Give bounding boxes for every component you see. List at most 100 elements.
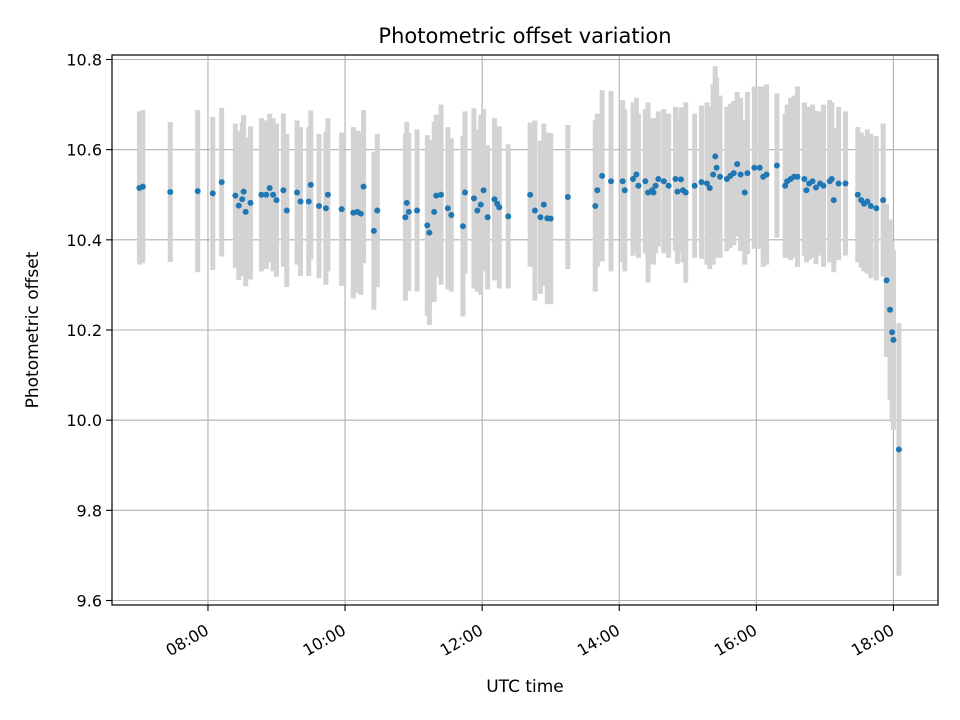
data-point (240, 188, 247, 195)
data-point (305, 198, 312, 205)
data-point (370, 227, 377, 234)
data-point (270, 191, 277, 198)
data-point (713, 164, 720, 171)
data-point (424, 222, 431, 229)
data-point (677, 176, 684, 183)
data-point (652, 182, 659, 189)
data-point (448, 212, 455, 219)
data-point (782, 182, 789, 189)
data-point (266, 184, 273, 191)
y-tick-label: 10.8 (66, 51, 102, 70)
data-point (402, 214, 409, 221)
data-point (809, 178, 816, 185)
data-point (405, 208, 412, 215)
data-point (474, 207, 481, 214)
data-point (283, 207, 290, 214)
data-point (751, 164, 758, 171)
data-point (218, 179, 225, 186)
data-point (691, 182, 698, 189)
data-point (730, 170, 737, 177)
data-point (280, 187, 287, 194)
data-point (830, 197, 837, 204)
data-point (599, 172, 606, 179)
data-point (895, 446, 902, 453)
y-tick-label: 10.4 (66, 231, 102, 250)
y-tick-label: 9.6 (77, 591, 102, 610)
data-point (712, 153, 719, 160)
data-point (801, 175, 808, 182)
data-point (547, 215, 554, 222)
data-point (297, 198, 304, 205)
data-point (737, 171, 744, 178)
data-point (710, 171, 717, 178)
data-point (470, 195, 477, 202)
data-point (139, 183, 146, 190)
data-point (247, 199, 254, 206)
chart-title: Photometric offset variation (378, 24, 671, 48)
data-point (414, 207, 421, 214)
data-point (531, 207, 538, 214)
data-point (426, 229, 433, 236)
data-point (484, 214, 491, 221)
data-point (820, 182, 827, 189)
data-point (741, 189, 748, 196)
data-point (842, 180, 849, 187)
data-point (706, 184, 713, 191)
y-tick-label: 10.2 (66, 321, 102, 340)
data-point (444, 205, 451, 212)
data-point (674, 188, 681, 195)
data-point (258, 191, 265, 198)
data-point (491, 196, 498, 203)
data-point (239, 196, 246, 203)
data-point (812, 184, 819, 191)
data-point (633, 171, 640, 178)
y-tick-label: 9.8 (77, 501, 102, 520)
y-axis: 9.6 9.8 10.0 10.2 10.4 10.6 10.8 (66, 51, 112, 610)
data-point (887, 306, 894, 313)
data-point (263, 191, 270, 198)
data-point (880, 197, 887, 204)
data-point (635, 182, 642, 189)
data-point (763, 171, 770, 178)
data-point (890, 336, 897, 343)
data-point (235, 202, 242, 209)
data-point (194, 188, 201, 195)
data-point (682, 189, 689, 196)
data-point (462, 189, 469, 196)
data-point (619, 178, 626, 185)
data-points (136, 153, 902, 453)
data-point (621, 187, 628, 194)
data-point (803, 187, 810, 194)
data-point (592, 203, 599, 210)
data-point (242, 208, 249, 215)
data-point (477, 201, 484, 208)
data-point (496, 204, 503, 211)
data-point (357, 210, 364, 217)
data-point (650, 189, 657, 196)
data-point (835, 180, 842, 187)
data-point (698, 179, 705, 186)
y-axis-title: Photometric offset (23, 251, 43, 408)
data-point (703, 180, 710, 187)
data-point (867, 203, 874, 210)
x-axis-title: UTC time (486, 677, 564, 697)
data-point (167, 189, 174, 196)
data-point (527, 191, 534, 198)
data-point (665, 182, 672, 189)
y-tick-label: 10.6 (66, 141, 102, 160)
data-point (433, 192, 440, 199)
data-point (438, 191, 445, 198)
data-point (564, 194, 571, 201)
data-point (828, 175, 835, 182)
data-point (756, 164, 763, 171)
data-point (873, 205, 880, 212)
data-point (316, 203, 323, 210)
data-point (734, 161, 741, 168)
data-point (322, 205, 329, 212)
data-point (629, 175, 636, 182)
data-point (864, 198, 871, 205)
data-point (294, 189, 301, 196)
data-point (209, 190, 216, 197)
